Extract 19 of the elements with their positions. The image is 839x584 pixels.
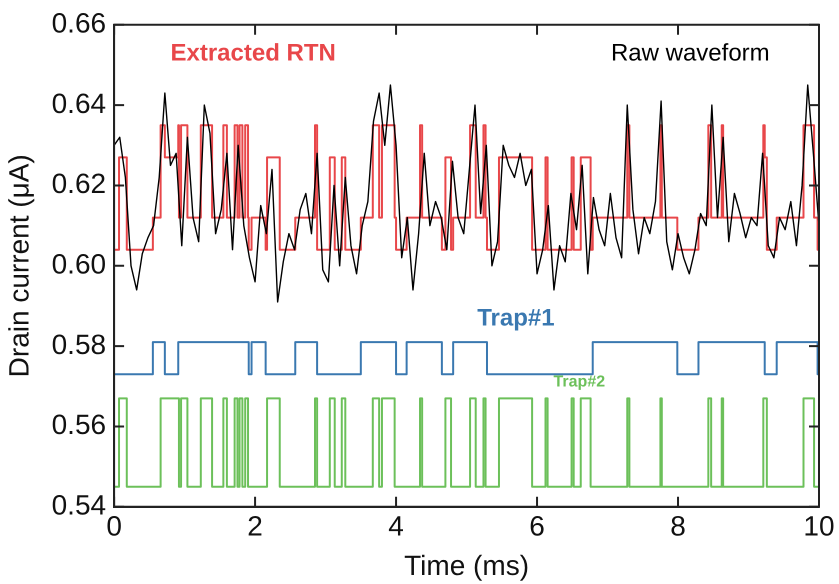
y-tick-label: 0.64 [52,88,106,119]
y-axis-title: Drain current (μA) [4,154,35,378]
x-tick-label: 10 [803,510,835,542]
x-tick-label: 8 [670,510,686,542]
x-tick-label: 0 [106,510,122,542]
series-label: Trap#1 [477,304,555,332]
y-tick-label: 0.62 [52,168,106,200]
series-label: Raw waveform [610,39,770,66]
y-tick-label: 0.58 [52,328,106,360]
y-tick-label: 0.54 [52,490,106,521]
x-tick-label: 4 [388,510,404,542]
y-tick-label: 0.56 [52,409,106,440]
x-axis-title: Time (ms) [404,550,530,581]
x-tick-label: 2 [247,510,263,542]
y-tick-label: 0.60 [52,248,106,280]
y-tick-label: 0.66 [52,8,106,39]
text: Extracted RTN [170,39,336,66]
x-tick-label: 6 [529,510,545,542]
series-label: Trap#2 [554,373,606,390]
